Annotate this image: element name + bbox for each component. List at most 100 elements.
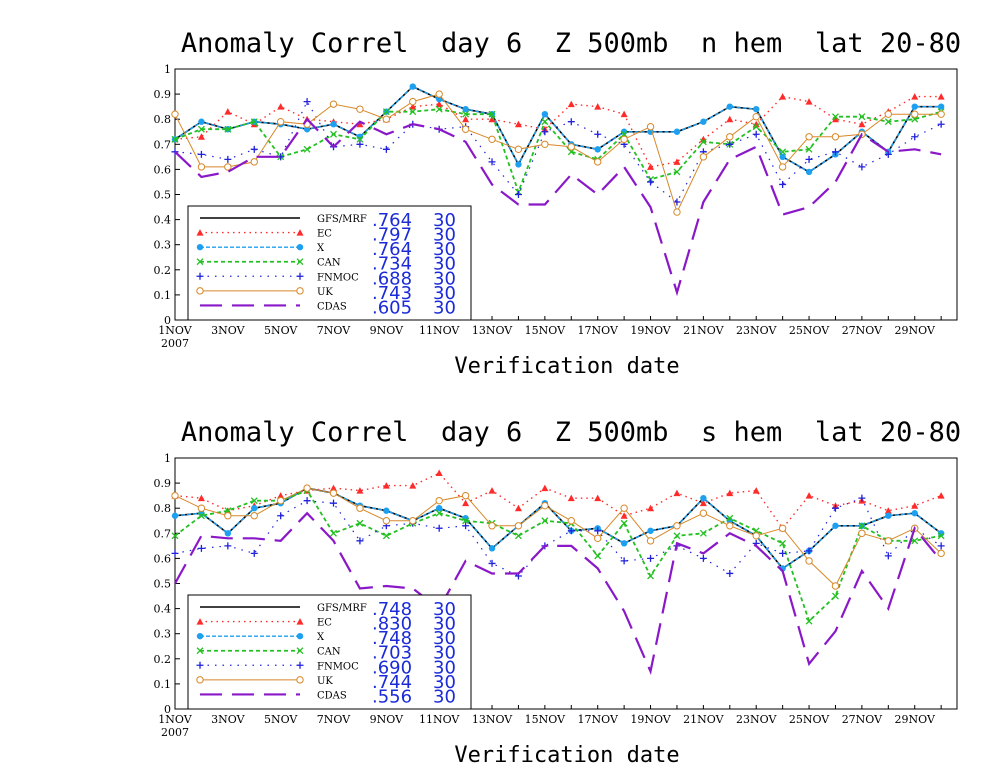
- legend-marker: [196, 618, 204, 625]
- series-line: [174, 497, 942, 577]
- x-axis-label: Verification date: [454, 743, 679, 768]
- data-point: [303, 497, 311, 505]
- legend-series-count: 30: [433, 268, 456, 289]
- data-point: [699, 153, 708, 161]
- series-line: [174, 487, 942, 570]
- legend-marker: [196, 632, 204, 640]
- series-line: [174, 95, 942, 168]
- data-point: [382, 115, 391, 123]
- data-point: [488, 522, 496, 530]
- legend-series-score: .605: [372, 297, 412, 318]
- data-point: [858, 163, 866, 171]
- data-point: [541, 118, 549, 126]
- y-tick-label: 0.2: [154, 653, 172, 666]
- data-point: [673, 128, 681, 135]
- data-point: [330, 484, 338, 492]
- legend-series-name: FNMOC: [317, 272, 359, 283]
- data-point: [356, 105, 364, 113]
- data-point: [224, 163, 232, 171]
- x-tick-label: 5NOV: [264, 713, 298, 726]
- series-gfs-mrf: [174, 487, 942, 570]
- data-point: [303, 145, 311, 153]
- data-point: [329, 489, 338, 497]
- data-point: [594, 158, 602, 166]
- x-tick-label: 29NOV: [895, 713, 936, 726]
- x-tick-label: 11NOV: [419, 713, 460, 726]
- data-point: [805, 145, 813, 153]
- data-point: [937, 93, 945, 100]
- data-point: [752, 112, 760, 121]
- legend-series-count: 30: [433, 628, 456, 649]
- legend-marker: [196, 287, 204, 295]
- data-point: [488, 110, 496, 118]
- data-point: [514, 504, 522, 512]
- y-tick-label: 0.8: [154, 113, 172, 126]
- data-point: [171, 532, 179, 540]
- data-point: [435, 95, 443, 103]
- data-point: [251, 505, 258, 512]
- data-point: [831, 115, 839, 123]
- data-point: [726, 489, 734, 497]
- data-point: [647, 554, 655, 562]
- legend-series-score: .690: [372, 657, 412, 678]
- data-point: [647, 572, 655, 580]
- data-point: [250, 145, 258, 153]
- data-point: [831, 582, 840, 590]
- data-point: [752, 487, 760, 494]
- data-point: [778, 524, 787, 532]
- data-point: [330, 121, 337, 128]
- data-point: [831, 133, 840, 141]
- data-point: [858, 529, 866, 537]
- data-point: [303, 98, 311, 106]
- data-point: [884, 507, 892, 514]
- data-point: [884, 537, 893, 545]
- data-point: [805, 492, 813, 499]
- data-point: [382, 145, 390, 153]
- legend-series-count: 30: [433, 239, 456, 260]
- data-point: [937, 492, 945, 499]
- data-point: [700, 118, 707, 125]
- data-point: [937, 120, 945, 128]
- data-point: [752, 532, 760, 540]
- data-point: [197, 163, 206, 171]
- data-point: [356, 135, 364, 143]
- series-x: [171, 83, 945, 176]
- data-point: [171, 512, 179, 519]
- data-point: [832, 592, 839, 600]
- data-point: [620, 504, 628, 512]
- data-point: [409, 103, 417, 110]
- data-point: [937, 542, 945, 550]
- legend-series-name: CAN: [317, 647, 341, 658]
- data-point: [250, 497, 258, 505]
- data-point: [831, 148, 839, 156]
- legend-series-name: EC: [317, 229, 332, 240]
- data-point: [700, 494, 707, 502]
- legend-marker: [296, 272, 304, 280]
- y-tick-label: 0.3: [154, 239, 172, 252]
- data-point: [224, 108, 232, 115]
- data-point: [197, 125, 205, 133]
- legend-marker: [196, 243, 204, 251]
- legend-marker: [196, 661, 204, 669]
- data-point: [884, 552, 892, 560]
- y-tick-label: 0.7: [154, 527, 172, 540]
- data-point: [435, 505, 443, 512]
- data-point: [673, 168, 681, 176]
- data-point: [646, 123, 655, 131]
- data-point: [673, 522, 681, 530]
- data-point: [197, 150, 205, 158]
- data-point: [726, 514, 734, 522]
- data-point: [779, 93, 787, 100]
- legend-series-name: GFS/MRF: [317, 214, 367, 225]
- series-uk: [171, 90, 945, 216]
- legend-marker: [296, 229, 304, 236]
- x-tick-label: 9NOV: [370, 713, 404, 726]
- legend-box: [187, 594, 472, 710]
- data-point: [541, 110, 549, 118]
- x-tick-label: 17NOV: [578, 324, 619, 337]
- y-tick-label: 0.9: [154, 477, 172, 490]
- legend-series-name: UK: [317, 676, 333, 687]
- data-point: [911, 133, 919, 141]
- data-point: [541, 140, 549, 149]
